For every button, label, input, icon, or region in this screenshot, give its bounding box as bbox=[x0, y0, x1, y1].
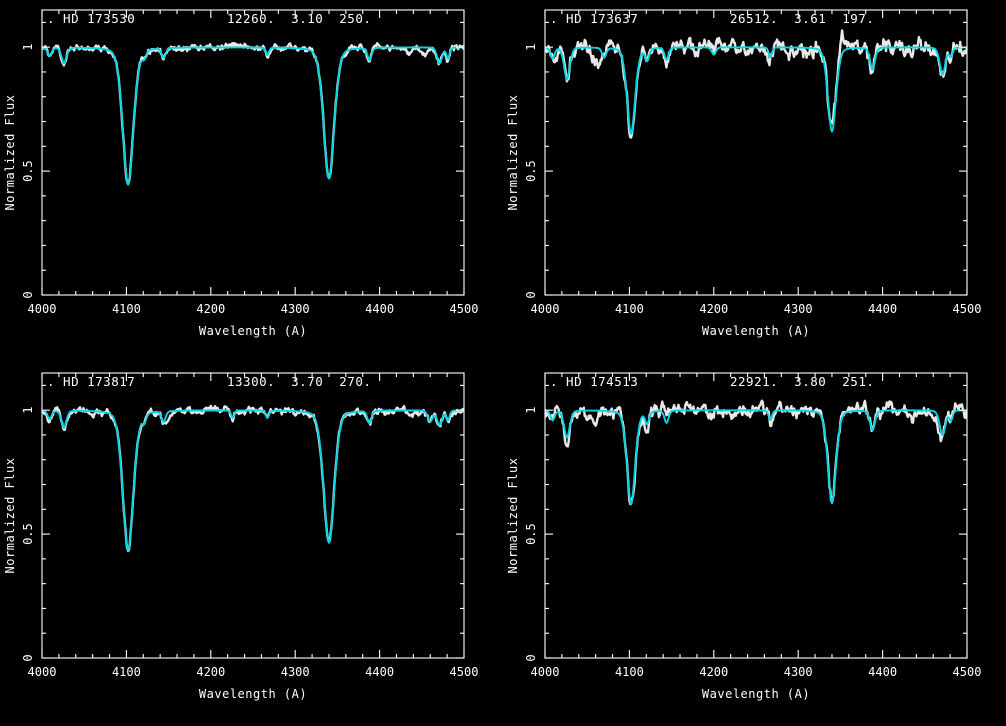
plot-frame bbox=[41, 372, 465, 659]
x-axis-label: Wavelength (A) bbox=[702, 324, 810, 338]
x-tick-label: 4300 bbox=[784, 665, 813, 679]
y-axis-label: Normalized Flux bbox=[506, 95, 520, 211]
plot-text: 4000 4100 4200 4300 4400 4500 0 0.5 1 Wavelength … bbox=[506, 374, 981, 701]
x-tick-label: 4500 bbox=[953, 302, 982, 316]
y-axis-label: Normalized Flux bbox=[3, 95, 17, 211]
x-tick-label: 4100 bbox=[112, 665, 141, 679]
x-axis-label: Wavelength (A) bbox=[199, 687, 307, 701]
x-tick-label: 4000 bbox=[531, 302, 560, 316]
x-tick-label: 4000 bbox=[531, 665, 560, 679]
observed-spectrum-line bbox=[545, 399, 967, 506]
x-axis-label: Wavelength (A) bbox=[199, 324, 307, 338]
fit-params-label: 12260. 3.10 250. bbox=[227, 11, 371, 26]
spectra-series bbox=[42, 41, 464, 186]
model-spectrum-line bbox=[545, 409, 967, 506]
spectrum-panel-hd173530: 4000 4100 4200 4300 4400 4500 0 0.5 1 Wavelength … bbox=[0, 0, 503, 363]
y-tick-label: 1 bbox=[21, 407, 35, 414]
x-tick-label: 4400 bbox=[868, 302, 897, 316]
x-tick-label: 4500 bbox=[953, 665, 982, 679]
fit-params-label: 22921. 3.80 251. bbox=[730, 374, 874, 389]
x-tick-label: 4200 bbox=[699, 302, 728, 316]
x-tick-label: 4400 bbox=[365, 665, 394, 679]
star-label: . HD 174513 bbox=[550, 374, 638, 389]
star-label: . HD 173817 bbox=[47, 374, 135, 389]
y-tick-label: 0.5 bbox=[524, 523, 538, 545]
x-tick-label: 4100 bbox=[615, 302, 644, 316]
spectra-series bbox=[545, 399, 967, 506]
y-tick-label: 0.5 bbox=[21, 523, 35, 545]
x-tick-label: 4400 bbox=[365, 302, 394, 316]
x-tick-label: 4000 bbox=[28, 302, 57, 316]
x-tick-label: 4200 bbox=[699, 665, 728, 679]
x-tick-label: 4500 bbox=[450, 302, 479, 316]
y-tick-label: 0.5 bbox=[524, 160, 538, 182]
model-spectrum-line bbox=[42, 46, 464, 186]
plot-frame bbox=[544, 9, 968, 296]
y-tick-label: 0 bbox=[524, 291, 538, 298]
y-tick-label: 0 bbox=[21, 654, 35, 661]
x-tick-label: 4000 bbox=[28, 665, 57, 679]
plot-frame bbox=[41, 9, 465, 296]
y-tick-label: 1 bbox=[524, 407, 538, 414]
plot-text: 4000 4100 4200 4300 4400 4500 0 0.5 1 Wavelength … bbox=[3, 11, 478, 338]
x-tick-label: 4300 bbox=[784, 302, 813, 316]
x-tick-label: 4300 bbox=[281, 665, 310, 679]
y-axis-label: Normalized Flux bbox=[3, 458, 17, 574]
spectrum-plot-hd174513: 4000 4100 4200 4300 4400 4500 0 0.5 1 Wavelength … bbox=[506, 372, 981, 701]
spectra-series bbox=[545, 29, 967, 139]
x-tick-label: 4100 bbox=[615, 665, 644, 679]
plot-frame bbox=[544, 372, 968, 659]
fit-params-label: 13300. 3.70 270. bbox=[227, 374, 371, 389]
x-axis-label: Wavelength (A) bbox=[702, 687, 810, 701]
spectra-series bbox=[42, 404, 464, 552]
observed-spectrum-line bbox=[545, 29, 967, 139]
y-tick-label: 1 bbox=[524, 44, 538, 51]
star-label: . HD 173637 bbox=[550, 11, 638, 26]
plot-text: 4000 4100 4200 4300 4400 4500 0 0.5 1 Wavelength … bbox=[3, 374, 478, 701]
spectrum-panel-hd174513: 4000 4100 4200 4300 4400 4500 0 0.5 1 Wavelength … bbox=[503, 363, 1006, 726]
y-tick-label: 0 bbox=[21, 291, 35, 298]
x-tick-label: 4400 bbox=[868, 665, 897, 679]
axes bbox=[544, 372, 968, 659]
spectrum-plot-hd173530: 4000 4100 4200 4300 4400 4500 0 0.5 1 Wavelength … bbox=[3, 9, 478, 338]
axes bbox=[41, 372, 465, 659]
spectrum-plot-hd173817: 4000 4100 4200 4300 4400 4500 0 0.5 1 Wavelength … bbox=[3, 372, 478, 701]
spectrum-plot-hd173637: 4000 4100 4200 4300 4400 4500 0 0.5 1 Wavelength … bbox=[506, 9, 981, 338]
x-tick-label: 4300 bbox=[281, 302, 310, 316]
y-tick-label: 0.5 bbox=[21, 160, 35, 182]
y-tick-label: 1 bbox=[21, 44, 35, 51]
x-tick-label: 4200 bbox=[196, 665, 225, 679]
y-axis-label: Normalized Flux bbox=[506, 458, 520, 574]
axes bbox=[41, 9, 465, 296]
model-spectrum-line bbox=[42, 409, 464, 552]
axes bbox=[544, 9, 968, 296]
star-label: . HD 173530 bbox=[47, 11, 135, 26]
x-tick-label: 4100 bbox=[112, 302, 141, 316]
spectrum-panel-hd173637: 4000 4100 4200 4300 4400 4500 0 0.5 1 Wavelength … bbox=[503, 0, 1006, 363]
spectrum-panel-hd173817: 4000 4100 4200 4300 4400 4500 0 0.5 1 Wavelength … bbox=[0, 363, 503, 726]
x-tick-label: 4500 bbox=[450, 665, 479, 679]
observed-spectrum-line bbox=[42, 404, 464, 552]
model-spectrum-line bbox=[545, 46, 967, 135]
x-tick-label: 4200 bbox=[196, 302, 225, 316]
fit-params-label: 26512. 3.61 197. bbox=[730, 11, 874, 26]
y-tick-label: 0 bbox=[524, 654, 538, 661]
observed-spectrum-line bbox=[42, 41, 464, 185]
plot-text: 4000 4100 4200 4300 4400 4500 0 0.5 1 Wavelength … bbox=[506, 11, 981, 338]
